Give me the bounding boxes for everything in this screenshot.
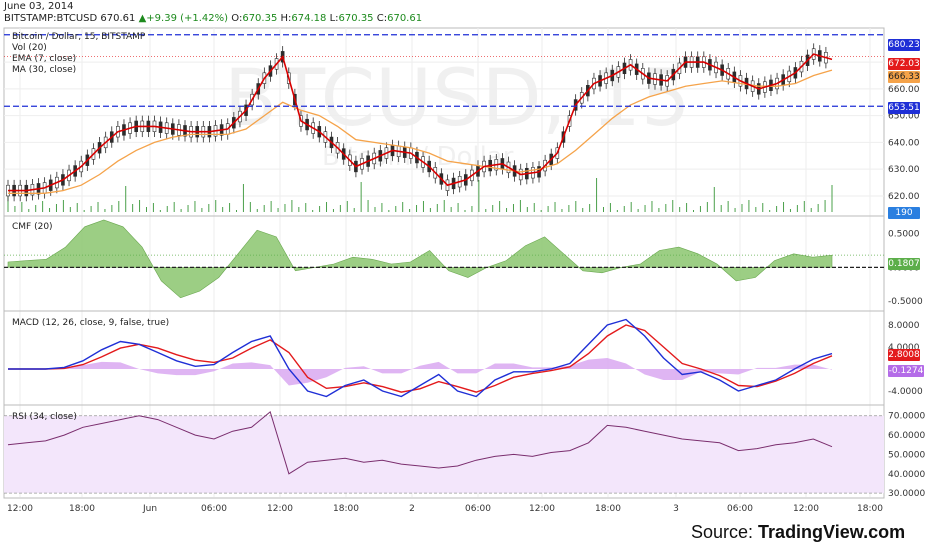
volume-badge: 190 [888,207,920,219]
up-arrow-icon: ▲ [138,13,147,24]
symbol-ohlc-bar: BITSTAMP:BTCUSD 670.61 ▲+9.39 (+1.42%) O… [4,13,422,24]
close-label: C: [376,13,388,24]
cmf-area [7,219,833,299]
last-price: 670.61 [100,13,136,24]
high-value: 674.18 [291,13,327,24]
open-label: O: [231,13,243,24]
time-tick-label: Jun [142,504,157,514]
time-tick-label: 18:00 [333,504,359,514]
legend-ema: EMA (7, close) [12,54,77,64]
rsi-tick-label: 70.0000 [888,412,925,422]
ema-line [8,53,833,192]
low-label: L: [329,13,339,24]
symbol-name[interactable]: BITSTAMP:BTCUSD [4,13,98,24]
rsi-line [7,411,833,475]
low-value: 670.35 [338,13,374,24]
price-pane-title: Bitcoin / Dollar, 15, BITSTAMP [12,32,146,42]
macd-tick-label: 8.0000 [888,321,920,331]
support-badge: 653.51 [888,102,920,114]
time-tick-label: 3 [673,504,679,514]
resistance-badge: 680.23 [888,39,920,51]
source-credit: Source: TradingView.com [691,522,905,543]
cmf-tick-label: -0.5000 [888,297,923,307]
time-tick-label: 12:00 [793,504,819,514]
legend-vol: Vol (20) [12,43,47,53]
cmf-title: CMF (20) [12,222,53,232]
last-price-badge: 672.03 [888,58,920,70]
macd-histogram [8,358,832,386]
time-tick-label: 18:00 [69,504,95,514]
time-tick-label: 12:00 [529,504,555,514]
macd-signal-line [8,324,833,393]
chart-date: June 03, 2014 [4,1,74,12]
open-value: 670.35 [242,13,278,24]
time-tick-label: 06:00 [727,504,753,514]
rsi-title: RSI (34, close) [12,412,77,422]
price-tick-label: 660.00 [888,85,920,95]
rsi-tick-label: 60.0000 [888,431,925,441]
price-tick-label: 650.00 [888,112,920,122]
price-pane[interactable] [4,34,884,212]
price-tick-label: 630.00 [888,165,920,175]
legend-ma: MA (30, close) [12,65,77,75]
time-tick-label: 18:00 [595,504,621,514]
price-tick-label: 620.00 [888,192,920,202]
close-value: 670.61 [387,13,423,24]
cmf-tick-label: 0.5000 [888,230,920,240]
macd-title: MACD (12, 26, close, 9, false, true) [12,318,170,328]
price-tick-label: 640.00 [888,138,920,148]
ma-line [8,69,833,194]
rsi-tick-label: 30.0000 [888,489,925,499]
time-tick-label: 06:00 [201,504,227,514]
watermark-symbol: BTCUSD, 15 [224,54,691,144]
price-change: +9.39 (+1.42%) [146,13,229,24]
rsi-pane[interactable] [4,411,884,494]
time-tick-label: 18:00 [857,504,883,514]
rsi-band [4,415,884,494]
source-brand[interactable]: TradingView.com [758,522,906,542]
rsi-tick-label: 40.0000 [888,470,925,480]
macd-hist-badge: -0.1274 [888,365,924,377]
chart-canvas[interactable]: BTCUSD, 15 Bitcoin / Dollar 12:0018:00Ju… [0,0,932,520]
rsi-tick-label: 50.0000 [888,450,925,460]
macd-line [8,318,833,398]
time-tick-label: 12:00 [7,504,33,514]
cmf-pane[interactable] [4,219,884,299]
macd-tick-label: -4.0000 [888,387,923,397]
macd-tick-label: 4.0000 [888,343,920,353]
time-tick-label: 2 [409,504,415,514]
chart-frame [3,27,885,499]
macd-pane[interactable] [8,318,833,398]
cmf-badge: 0.1807 [888,258,920,270]
time-tick-label: 12:00 [267,504,293,514]
macd-badge: 2.8008 [888,349,920,361]
source-prefix: Source: [691,522,759,542]
high-label: H: [280,13,292,24]
axes: 12:00 18:00 Jun 06:00 12:00 18:00 2 06:00 12:00 1… [4,58,925,514]
ma-badge: 666.33 [888,71,920,83]
time-tick-label: 06:00 [465,504,491,514]
